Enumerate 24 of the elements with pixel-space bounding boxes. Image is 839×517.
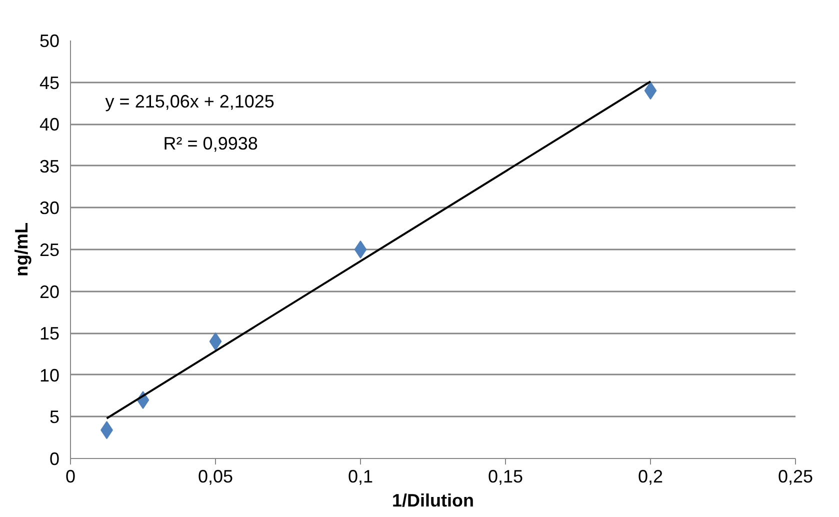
y-tick-label: 40 <box>39 114 60 135</box>
y-tick-label: 25 <box>39 240 60 260</box>
x-tick-label: 0,15 <box>488 466 524 486</box>
point <box>644 82 657 100</box>
x-tick-label: 0,25 <box>778 466 814 486</box>
point <box>209 332 222 350</box>
y-tick-label: 5 <box>49 407 60 428</box>
y-tick-label: 45 <box>39 72 60 93</box>
y-tick-label: 35 <box>39 156 60 176</box>
y-axis-title: ng/mL <box>11 222 32 276</box>
y-tick-label: 0 <box>49 449 60 469</box>
x-tick-label: 0 <box>65 466 76 486</box>
y-tick-label: 50 <box>39 31 60 51</box>
y-tick-label: 10 <box>39 365 60 386</box>
annotation: R² = 0,9938 <box>163 133 258 154</box>
y-tick-label: 15 <box>39 324 60 344</box>
x-tick-label: 0,05 <box>198 466 234 486</box>
x-axis-title: 1/Dilution <box>392 490 474 510</box>
x-tick-label: 0,1 <box>348 466 374 486</box>
x-tick-label: 0,2 <box>638 466 664 486</box>
point <box>354 240 367 258</box>
y-tick-label: 30 <box>39 198 60 218</box>
y-tick-label: 20 <box>39 282 60 302</box>
annotation: y = 215,06x + 2,1025 <box>105 92 274 112</box>
